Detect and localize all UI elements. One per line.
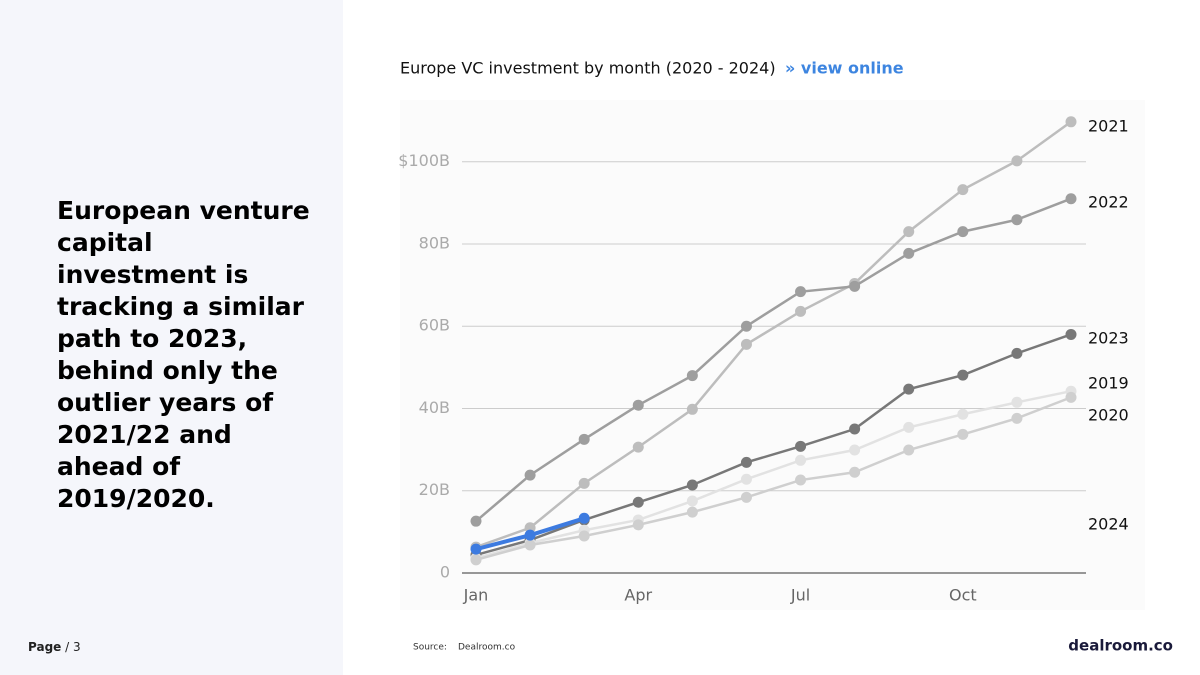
y-tick-label: 20B <box>419 480 450 499</box>
data-point <box>795 440 807 452</box>
series-line <box>475 333 1072 557</box>
page-number: / 3 <box>65 640 81 654</box>
data-point <box>740 456 752 468</box>
data-point <box>795 474 807 486</box>
data-point <box>903 226 915 238</box>
data-point <box>957 408 969 420</box>
series-line <box>475 396 1072 562</box>
source-label: Source: <box>413 643 447 653</box>
data-point <box>903 383 915 395</box>
data-point <box>686 506 698 518</box>
data-point <box>578 530 590 542</box>
data-point <box>1011 155 1023 167</box>
data-point <box>795 454 807 466</box>
data-point <box>795 286 807 298</box>
data-point <box>795 305 807 317</box>
x-tick-label: Apr <box>624 586 652 605</box>
side-panel: European venture capital investment is t… <box>0 0 343 675</box>
data-point <box>1065 328 1077 340</box>
data-point <box>632 519 644 531</box>
data-point <box>1065 116 1077 128</box>
series-label: 2023 <box>1088 329 1129 348</box>
page-label: Page <box>28 640 62 654</box>
series-label: 2021 <box>1088 117 1129 136</box>
data-point <box>740 338 752 350</box>
data-point <box>1011 214 1023 226</box>
page-indicator: Page / 3 <box>28 640 81 654</box>
series-line <box>475 197 1072 523</box>
x-tick-label: Oct <box>949 586 977 605</box>
data-point <box>849 280 861 292</box>
data-point <box>957 226 969 238</box>
view-online-link[interactable]: » view online <box>785 59 904 78</box>
y-tick-label: 80B <box>419 233 450 252</box>
series-line <box>475 389 1072 560</box>
data-point <box>1011 412 1023 424</box>
data-point <box>632 399 644 411</box>
data-point <box>686 495 698 507</box>
y-tick-label: 40B <box>419 398 450 417</box>
data-point <box>903 247 915 259</box>
data-point <box>957 428 969 440</box>
logo: dealroom.co <box>1068 637 1173 655</box>
headline: European venture capital investment is t… <box>57 196 310 513</box>
series-label: 2022 <box>1088 193 1129 212</box>
data-point <box>849 466 861 478</box>
series-label: 2019 <box>1088 374 1129 393</box>
series-line <box>475 120 1072 549</box>
data-point <box>470 554 482 566</box>
data-point <box>903 444 915 456</box>
data-point <box>686 403 698 415</box>
data-point <box>470 515 482 527</box>
data-point <box>849 423 861 435</box>
data-point <box>1065 391 1077 403</box>
x-tick-label: Jul <box>790 586 810 605</box>
data-point <box>740 320 752 332</box>
data-point <box>903 421 915 433</box>
data-point <box>632 496 644 508</box>
chart-title: Europe VC investment by month (2020 - 20… <box>400 59 776 78</box>
data-point <box>578 512 590 524</box>
series-label: 2024 <box>1088 515 1129 534</box>
data-point <box>849 444 861 456</box>
data-point <box>740 491 752 503</box>
y-tick-label: 60B <box>419 316 450 335</box>
series-label: 2020 <box>1088 406 1129 425</box>
data-point <box>1011 347 1023 359</box>
data-point <box>1065 193 1077 205</box>
y-tick-label: 0 <box>440 563 450 582</box>
data-point <box>470 543 482 555</box>
data-point <box>524 529 536 541</box>
data-point <box>632 441 644 453</box>
x-tick-label: Jan <box>463 586 489 605</box>
data-point <box>1011 396 1023 408</box>
y-tick-label: $100B <box>398 151 450 170</box>
data-point <box>740 473 752 485</box>
data-point <box>524 539 536 551</box>
data-point <box>578 477 590 489</box>
data-point <box>524 469 536 481</box>
source: Dealroom.co <box>458 643 516 653</box>
data-point <box>578 433 590 445</box>
data-point <box>957 184 969 196</box>
data-point <box>957 369 969 381</box>
data-point <box>686 370 698 382</box>
data-point <box>686 479 698 491</box>
